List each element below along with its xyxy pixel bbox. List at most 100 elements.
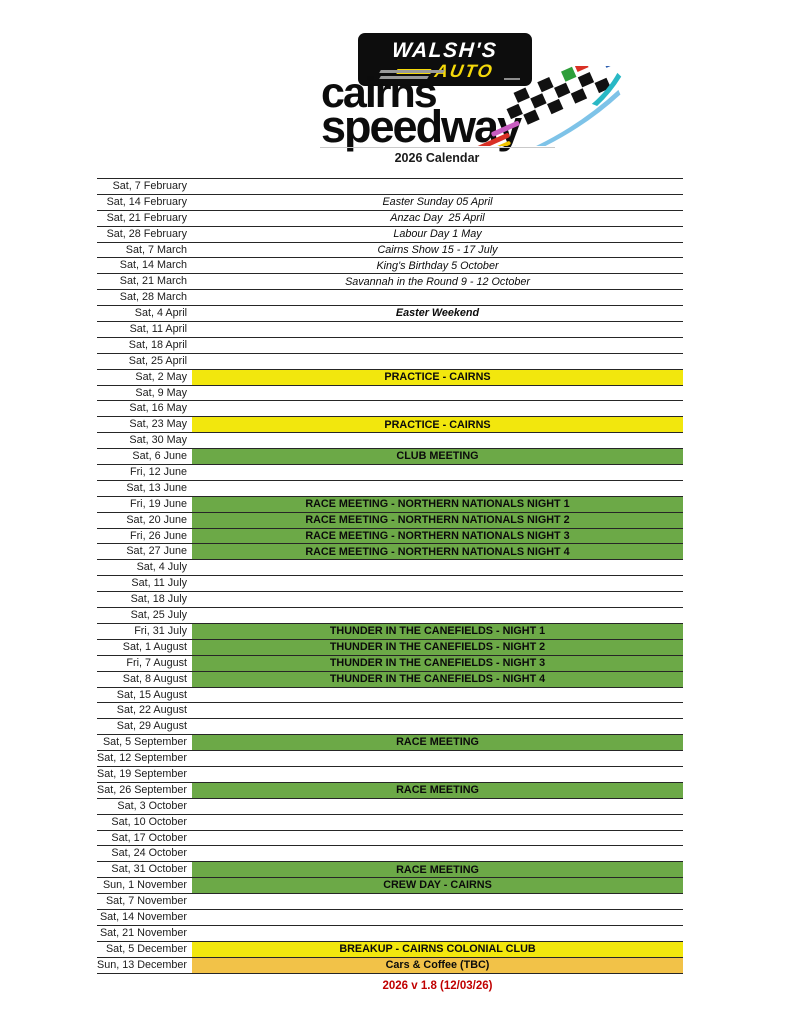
table-row: Sat, 18 April <box>97 337 683 354</box>
table-row: Sat, 6 June CLUB MEETING <box>97 449 683 466</box>
row-date: Sat, 25 April <box>97 353 192 369</box>
table-row: Fri, 31 July THUNDER IN THE CANEFIELDS - … <box>97 623 683 640</box>
table-row: Sat, 8 August THUNDER IN THE CANEFIELDS -… <box>97 671 683 688</box>
row-date: Sat, 20 June <box>97 512 192 528</box>
row-date: Sat, 22 August <box>97 703 192 719</box>
table-row: Sat, 7 November <box>97 894 683 910</box>
row-date: Sat, 5 December <box>97 941 192 957</box>
row-date: Sat, 4 July <box>97 560 192 576</box>
table-row: Fri, 7 August THUNDER IN THE CANEFIELDS -… <box>97 655 683 672</box>
row-date: Sat, 9 May <box>97 385 192 401</box>
row-date: Sat, 8 August <box>97 671 192 687</box>
row-event: Cars & Coffee (TBC) <box>192 957 683 973</box>
row-date: Sat, 19 September <box>97 766 193 782</box>
row-date: Fri, 7 August <box>97 655 192 671</box>
table-row: Sat, 18 July <box>97 592 683 609</box>
row-event: PRACTICE - CAIRNS <box>192 417 683 433</box>
walshs-auto-logo: WALSH'S AUTO <box>358 33 532 86</box>
row-date: Sat, 14 March <box>97 258 192 274</box>
row-date: Sat, 17 October <box>97 830 192 846</box>
row-event: CLUB MEETING <box>192 449 683 465</box>
row-date: Sat, 15 August <box>97 687 192 703</box>
row-event: King's Birthday 5 October <box>376 259 499 272</box>
table-row: Sat, 25 April <box>97 353 683 370</box>
table-row: Sat, 24 October <box>97 846 683 863</box>
table-row: Sat, 23 May PRACTICE - CAIRNS <box>97 417 683 434</box>
table-row: Fri, 26 June RACE MEETING - NORTHERN NATI… <box>97 528 683 545</box>
table-row: Sat, 4 April Easter Weekend <box>97 306 683 323</box>
row-event <box>192 322 683 337</box>
row-event: Easter Sunday 05 April <box>382 196 493 209</box>
row-event: RACE MEETING <box>192 735 683 751</box>
row-event: Savannah in the Round 9 - 12 October <box>345 275 530 288</box>
row-date: Sat, 4 April <box>97 306 192 322</box>
brand-line1: cairns <box>321 69 438 117</box>
table-row: Sat, 12 September <box>97 751 683 767</box>
table-row: Sat, 21 February Anzac Day 25 April <box>97 210 683 227</box>
row-event <box>192 688 683 703</box>
table-row: Sat, 25 July <box>97 608 683 624</box>
table-row: Sat, 14 February Easter Sunday 05 April <box>97 194 683 211</box>
row-event: RACE MEETING <box>192 862 683 878</box>
table-row: Sat, 11 April <box>97 322 683 338</box>
table-row: Sat, 14 November <box>97 909 683 926</box>
row-date: Sat, 16 May <box>97 401 192 417</box>
row-event <box>192 815 683 830</box>
row-date: Sat, 18 April <box>97 337 192 353</box>
row-date: Sat, 28 February <box>97 226 192 242</box>
row-event <box>192 354 683 369</box>
table-row: Sat, 21 March Savannah in the Round 9 - 1… <box>97 274 683 291</box>
table-row: Sat, 22 August <box>97 703 683 720</box>
row-event <box>192 560 683 575</box>
table-row: Sat, 19 September <box>97 766 683 783</box>
table-row: Sat, 30 May <box>97 433 683 450</box>
row-event <box>192 719 683 734</box>
row-event: RACE MEETING - NORTHERN NATIONALS NIGHT … <box>192 512 683 528</box>
row-date: Sat, 21 November <box>97 925 192 941</box>
row-date: Sat, 7 November <box>97 894 192 909</box>
row-date: Fri, 26 June <box>97 528 192 544</box>
row-event <box>192 703 683 718</box>
page-header: WALSH'S AUTO cairns speedway <box>0 0 791 176</box>
version-label: 2026 v 1.8 (12/03/26) <box>382 980 493 992</box>
calendar-table: Sat, 7 February Sat, 14 February Easter Su… <box>97 178 683 974</box>
logo-est-mark <box>504 78 520 80</box>
table-row: Sat, 2 May PRACTICE - CAIRNS <box>97 369 683 386</box>
row-event <box>192 481 683 496</box>
row-event <box>192 592 683 607</box>
row-event: THUNDER IN THE CANEFIELDS - NIGHT 2 <box>192 639 683 655</box>
table-row: Sat, 7 February <box>97 179 683 195</box>
row-date: Sat, 21 March <box>97 274 192 290</box>
row-event <box>192 831 683 846</box>
row-event <box>192 576 683 591</box>
row-event <box>192 799 683 814</box>
table-row: Sat, 14 March King's Birthday 5 October <box>97 258 683 275</box>
table-row: Sat, 21 November <box>97 925 683 942</box>
row-event <box>192 179 683 194</box>
table-row: Sat, 7 March Cairns Show 15 - 17 July <box>97 242 683 259</box>
table-row: Sat, 13 June <box>97 480 683 497</box>
row-event <box>192 386 683 401</box>
row-event: PRACTICE - CAIRNS <box>192 369 683 385</box>
checkered-flag-graphic <box>459 66 622 146</box>
row-event <box>192 767 683 782</box>
row-date: Sat, 18 July <box>97 592 192 608</box>
table-row: Sat, 16 May <box>97 401 683 418</box>
row-date: Sat, 14 November <box>97 909 192 925</box>
row-date: Sat, 14 February <box>97 194 192 210</box>
table-row: Sat, 5 September RACE MEETING <box>97 735 683 752</box>
row-event: RACE MEETING <box>192 782 683 798</box>
row-event: Anzac Day 25 April <box>390 212 485 225</box>
row-date: Sat, 30 May <box>97 433 192 449</box>
row-event: Easter Weekend <box>395 307 480 320</box>
table-row: Sat, 28 March <box>97 290 683 307</box>
row-event <box>192 290 683 305</box>
row-date: Sat, 12 September <box>97 751 193 766</box>
row-event <box>192 910 683 925</box>
table-row: Sat, 11 July <box>97 576 683 593</box>
row-event <box>192 926 683 941</box>
row-event <box>192 846 683 861</box>
table-row: Sat, 9 May <box>97 385 683 402</box>
row-date: Sat, 28 March <box>97 290 192 306</box>
walshs-logo-text: WALSH'S <box>391 38 499 62</box>
